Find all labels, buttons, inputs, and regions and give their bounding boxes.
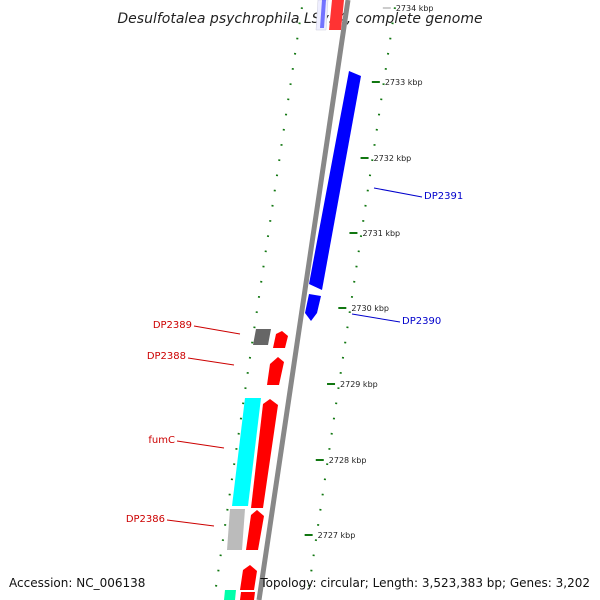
gene-label-leaders	[166, 187, 423, 527]
tick-track-dots	[215, 7, 396, 587]
gene-feature-dp2391[interactable]	[309, 71, 361, 290]
kbp-tick-label: 2731 kbp	[362, 229, 400, 238]
kbp-tick-label: 2730 kbp	[351, 304, 389, 313]
genome-backbone	[256, 0, 351, 600]
kbp-tick-label: 2728 kbp	[329, 456, 367, 465]
gene-feature-dp2390[interactable]	[305, 294, 321, 321]
gene-feature-fumC[interactable]	[232, 398, 261, 506]
kbp-tick-label: 2733 kbp	[385, 78, 423, 87]
gene-labels: DP2391 DP2390 DP2389 DP2388 fumC DP2386	[126, 191, 463, 525]
gene-feature-bottom-red[interactable]	[240, 565, 257, 590]
gene-feature-top-red[interactable]	[329, 0, 344, 30]
topology-text: Topology: circular; Length: 3,523,383 bp…	[259, 576, 590, 590]
gene-feature-red-1[interactable]	[273, 331, 288, 348]
gene-feature-dp2386[interactable]	[227, 509, 245, 550]
gene-feature-dp2388[interactable]	[267, 357, 284, 385]
gene-feature-bottom-cyan[interactable]	[224, 590, 236, 600]
kbp-tick-label: 2727 kbp	[318, 531, 356, 540]
gene-feature-red-fumC-strand[interactable]	[251, 399, 278, 508]
gene-label-dp2389[interactable]: DP2389	[153, 320, 192, 331]
kbp-ticks: 2734 kbp 2733 kbp 2732 kbp 2731 kbp 2730 kbp…	[304, 4, 434, 540]
gene-label-dp2386[interactable]: DP2386	[126, 514, 165, 525]
gene-label-dp2391[interactable]: DP2391	[424, 191, 463, 202]
kbp-tick-label: 2734 kbp	[396, 4, 434, 13]
kbp-tick-label: 2729 kbp	[340, 380, 378, 389]
gene-features	[224, 0, 361, 600]
gene-label-fumC[interactable]: fumC	[148, 435, 175, 446]
accession-text: Accession: NC_006138	[9, 576, 145, 590]
gene-label-dp2388[interactable]: DP2388	[147, 351, 186, 362]
map-title: Desulfotalea psychrophila LSv54, complet…	[117, 11, 482, 27]
gene-feature-bottom-red-2[interactable]	[240, 592, 255, 600]
gene-label-dp2390[interactable]: DP2390	[402, 316, 441, 327]
gene-feature-top-blue[interactable]	[320, 0, 326, 28]
gene-feature-red-2[interactable]	[246, 510, 264, 550]
gene-feature-dp2389[interactable]	[253, 329, 271, 345]
kbp-tick-label: 2732 kbp	[374, 154, 412, 163]
